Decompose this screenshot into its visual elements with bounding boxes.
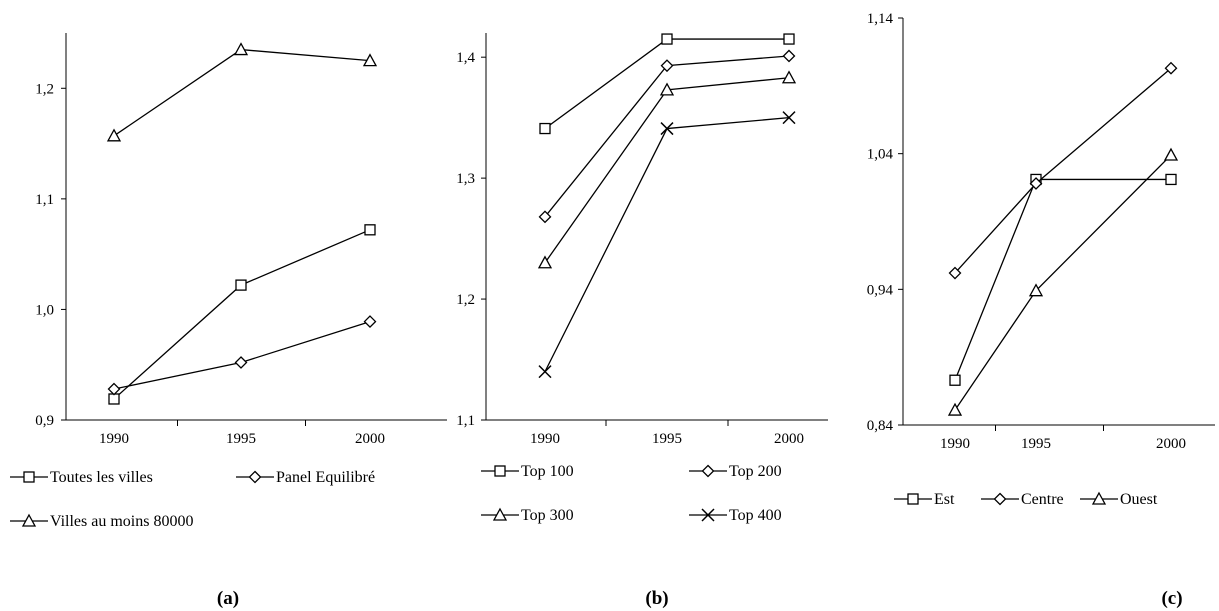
legend-marker — [1091, 491, 1107, 505]
legend-label: Panel Equilibré — [276, 469, 375, 486]
y-tick-label: 0,84 — [867, 418, 894, 434]
data-point-stroke — [782, 111, 796, 125]
legend-label: Villes au moins 80000 — [50, 513, 193, 530]
data-point — [661, 33, 673, 45]
chart-panel-3: 0,84 0,94 1,04 1,14 1990 1995 2000 Est Centre Oue… — [867, 11, 1215, 609]
series-line — [113, 320, 371, 390]
legend-label: Est — [934, 491, 955, 508]
x-tick-label: 1990 — [530, 431, 560, 447]
series-line — [113, 48, 371, 137]
x-tick-label: 1995 — [1021, 436, 1051, 452]
legend-marker — [21, 513, 37, 527]
y-tick-label: 1,0 — [35, 302, 54, 318]
data-point — [659, 82, 675, 96]
data-point — [781, 70, 797, 84]
data-point — [947, 402, 963, 416]
legend-label: Toutes les villes — [50, 469, 153, 486]
y-tick-label: 1,04 — [867, 147, 894, 163]
data-point — [660, 59, 674, 73]
data-point — [538, 210, 552, 224]
legend-label: Ouest — [1120, 491, 1158, 508]
legend-label: Centre — [1021, 491, 1064, 508]
data-point — [782, 111, 796, 125]
data-point — [949, 374, 961, 386]
y-tick-label: 1,1 — [35, 192, 54, 208]
data-point — [106, 128, 122, 142]
series-line — [954, 67, 1172, 274]
data-point — [1163, 147, 1179, 161]
legend-marker — [23, 471, 35, 483]
data-point — [1164, 61, 1178, 75]
y-tick-label: 1,3 — [456, 171, 475, 187]
y-tick-label: 1,2 — [35, 81, 54, 97]
data-point — [783, 33, 795, 45]
data-point — [107, 382, 121, 396]
x-tick-label: 2000 — [774, 431, 804, 447]
legend-marker — [248, 470, 262, 484]
x-tick-label: 1995 — [226, 431, 256, 447]
legend-marker — [993, 492, 1007, 506]
data-point — [234, 356, 248, 369]
data-point — [948, 266, 962, 280]
series-line — [113, 229, 371, 400]
data-point — [539, 122, 551, 135]
panel-label: (c) — [1161, 588, 1182, 609]
series-line — [954, 154, 1172, 411]
series-line — [544, 55, 790, 218]
data-point — [1028, 283, 1044, 297]
data-point — [1029, 177, 1043, 190]
data-point — [362, 53, 378, 67]
series-line — [544, 77, 790, 264]
series-line — [544, 117, 790, 372]
y-tick-label: 0,9 — [35, 413, 54, 429]
legend-marker — [701, 464, 715, 478]
legend-marker — [701, 508, 715, 522]
x-tick-label: 1990 — [99, 431, 129, 447]
x-tick-label: 2000 — [1156, 436, 1186, 452]
chart-panel-1: 0,9 1,0 1,1 1,2 1990 1995 2000 Toutes les ville… — [10, 33, 447, 609]
legend-marker — [494, 465, 506, 477]
x-tick-label: 1990 — [940, 436, 970, 452]
legend-label: Top 200 — [729, 463, 782, 480]
legend-marker — [492, 507, 508, 521]
chart-panel-2: 1,1 1,2 1,3 1,4 1990 1995 2000 Top 100 Top 200 To… — [456, 33, 828, 609]
data-point — [233, 42, 249, 56]
data-point — [660, 122, 674, 136]
legend-label: Top 100 — [521, 463, 574, 480]
panel-label: (b) — [645, 588, 668, 609]
x-tick-label: 1995 — [652, 431, 682, 447]
data-point — [108, 393, 120, 405]
data-point — [1165, 173, 1177, 186]
series-line — [954, 178, 1171, 381]
data-point — [364, 224, 376, 236]
data-point — [538, 365, 552, 379]
legend-marker-stroke — [701, 508, 715, 522]
panel-label: (a) — [217, 588, 239, 609]
data-point-stroke — [660, 122, 674, 136]
data-point — [782, 49, 796, 63]
x-tick-label: 2000 — [355, 431, 385, 447]
legend-marker — [907, 493, 919, 505]
y-tick-label: 1,4 — [456, 50, 475, 66]
y-tick-label: 1,14 — [867, 11, 894, 27]
legend-label: Top 400 — [729, 507, 782, 524]
data-point — [235, 279, 247, 291]
y-tick-label: 1,2 — [456, 292, 475, 308]
data-point — [537, 255, 553, 269]
y-tick-label: 0,94 — [867, 282, 894, 298]
data-point-stroke — [538, 365, 552, 379]
data-point — [363, 315, 377, 329]
y-tick-label: 1,1 — [456, 413, 475, 429]
legend-label: Top 300 — [521, 507, 574, 524]
